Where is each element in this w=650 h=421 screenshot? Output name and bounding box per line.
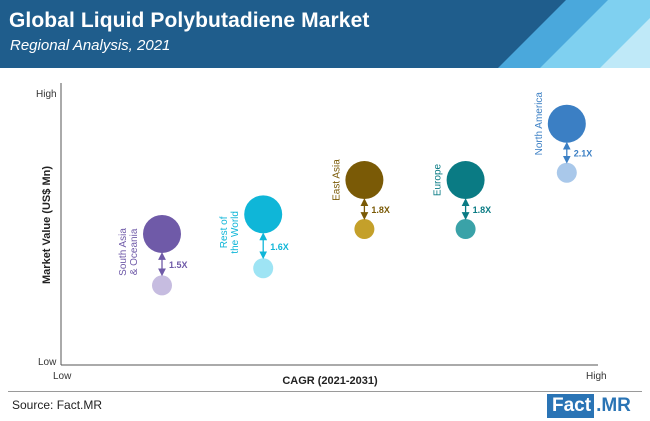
x-tick-high: High bbox=[586, 371, 607, 382]
region-name-south-asia-oceania: South Asia& Oceania bbox=[118, 228, 140, 276]
region-name-line: Europe bbox=[433, 163, 444, 196]
footer-divider bbox=[8, 391, 642, 392]
y-tick-high: High bbox=[36, 89, 57, 100]
factmr-logo: Fact .MR bbox=[547, 394, 645, 418]
multiplier-label-rest-of-the-world: 1.6X bbox=[270, 242, 289, 252]
header-banner: Global Liquid Polybutadiene Market Regio… bbox=[0, 0, 650, 68]
region-group-north-america: 2.1X North America bbox=[534, 92, 593, 183]
region-group-europe: 1.8X Europe bbox=[433, 161, 492, 240]
bubble-2031-north-america bbox=[547, 104, 586, 143]
y-axis-label: Market Value (US$ Mn) bbox=[41, 166, 53, 284]
bubble-2031-east-asia bbox=[345, 161, 384, 200]
x-tick-low: Low bbox=[53, 371, 72, 382]
region-name-line: East Asia bbox=[331, 159, 342, 201]
bubble-2021-rest-of-the-world bbox=[253, 258, 274, 279]
bubble-2021-europe bbox=[455, 219, 476, 240]
region-name-line: & Oceania bbox=[129, 228, 140, 275]
region-name-line: North America bbox=[534, 92, 545, 156]
region-name-rest-of-the-world: Rest ofthe World bbox=[219, 211, 241, 254]
multiplier-label-europe: 1.8X bbox=[473, 205, 492, 215]
region-name-line: South Asia bbox=[118, 228, 129, 276]
region-name-north-america: North America bbox=[534, 92, 545, 156]
bubble-2021-north-america bbox=[556, 162, 577, 183]
x-axis-label: CAGR (2021-2031) bbox=[282, 375, 378, 387]
logo-part-fact: Fact bbox=[547, 394, 595, 418]
multiplier-label-north-america: 2.1X bbox=[574, 149, 593, 159]
region-name-line: Rest of bbox=[219, 216, 230, 248]
bubble-2031-rest-of-the-world bbox=[244, 195, 283, 234]
source-note: Source: Fact.MR bbox=[12, 398, 103, 412]
multiplier-label-east-asia: 1.8X bbox=[371, 205, 390, 215]
page-title: Global Liquid Polybutadiene Market bbox=[9, 9, 370, 32]
bubble-chart: High Low Low High CAGR (2021-2031) Marke… bbox=[0, 68, 650, 390]
bubble-2031-europe bbox=[446, 161, 485, 200]
region-name-east-asia: East Asia bbox=[331, 159, 342, 201]
region-name-line: the World bbox=[230, 211, 241, 254]
y-tick-low: Low bbox=[38, 357, 57, 368]
logo-part-mr: .MR bbox=[594, 394, 633, 418]
bubble-2021-east-asia bbox=[354, 219, 375, 240]
chart-canvas: High Low Low High CAGR (2021-2031) Marke… bbox=[36, 83, 607, 387]
region-group-east-asia: 1.8X East Asia bbox=[331, 159, 390, 240]
header-stripes bbox=[498, 0, 650, 68]
region-group-south-asia-oceania: 1.5X South Asia& Oceania bbox=[118, 214, 188, 296]
bubbles-layer: 1.5X South Asia& Oceania 1.6X Rest ofthe Wo… bbox=[118, 92, 592, 296]
page-subtitle: Regional Analysis, 2021 bbox=[10, 37, 171, 54]
multiplier-label-south-asia-oceania: 1.5X bbox=[169, 260, 188, 270]
region-group-rest-of-the-world: 1.6X Rest ofthe World bbox=[219, 195, 289, 279]
bubble-2021-south-asia-oceania bbox=[152, 275, 172, 296]
bubble-2031-south-asia-oceania bbox=[143, 214, 181, 253]
region-name-europe: Europe bbox=[433, 163, 444, 196]
